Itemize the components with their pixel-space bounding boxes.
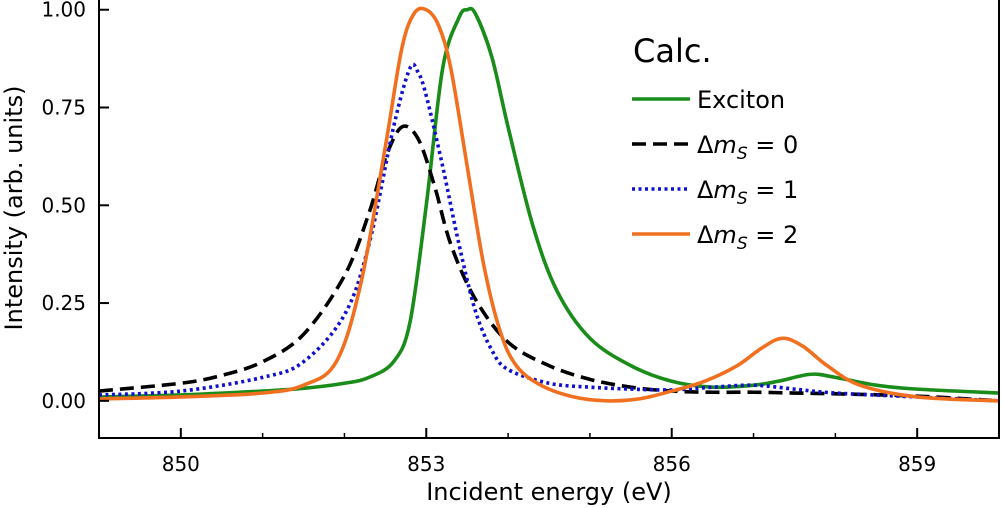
plot-frame [98, 0, 1000, 439]
y-tick-label: 0.00 [41, 389, 86, 413]
legend-title: Calc. [633, 32, 712, 70]
plot-lines [99, 6, 999, 403]
legend-label-1: ΔmS = 0 [697, 131, 798, 164]
legend-label-0: Exciton [697, 86, 785, 114]
x-tick-label: 859 [898, 452, 936, 476]
x-tick-label: 853 [407, 452, 445, 476]
x-axis-title: Incident energy (eV) [426, 478, 672, 506]
y-tick-label: 0.25 [41, 291, 86, 315]
legend-label-2: ΔmS = 1 [697, 176, 798, 209]
y-axis-title: Intensity (arb. units) [0, 86, 28, 331]
series-line-1 [99, 124, 999, 403]
x-tick-label: 856 [653, 452, 691, 476]
legend: Calc. Exciton ΔmS = 0 ΔmS = 1 ΔmS = 2 [632, 32, 798, 254]
y-tick-label: 1.00 [41, 0, 86, 22]
ticks: 850 853 856 859 0.00 0.25 0.50 0.75 1.00 [41, 0, 1000, 476]
series-line-2 [99, 62, 999, 403]
series-line-3 [99, 6, 999, 403]
x-tick-label: 850 [162, 452, 200, 476]
y-tick-label: 0.75 [41, 96, 86, 120]
y-tick-label: 0.50 [41, 193, 86, 217]
legend-label-3: ΔmS = 2 [697, 221, 798, 254]
series-line-0 [99, 6, 999, 399]
